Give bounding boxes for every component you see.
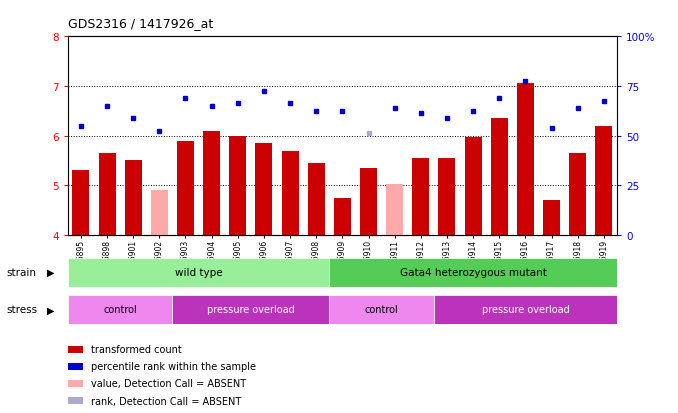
Text: rank, Detection Call = ABSENT: rank, Detection Call = ABSENT bbox=[91, 396, 241, 406]
Bar bbox=[360, 169, 377, 235]
Text: percentile rank within the sample: percentile rank within the sample bbox=[91, 361, 256, 371]
Bar bbox=[73, 171, 89, 235]
Text: GDS2316 / 1417926_at: GDS2316 / 1417926_at bbox=[68, 17, 213, 29]
Bar bbox=[281, 151, 298, 235]
Text: pressure overload: pressure overload bbox=[207, 305, 295, 315]
Text: control: control bbox=[103, 305, 137, 315]
Bar bbox=[68, 397, 83, 404]
Text: stress: stress bbox=[7, 305, 38, 315]
Bar bbox=[543, 201, 560, 235]
Text: Gata4 heterozygous mutant: Gata4 heterozygous mutant bbox=[400, 268, 546, 278]
Bar bbox=[386, 185, 403, 235]
Text: pressure overload: pressure overload bbox=[481, 305, 570, 315]
Bar bbox=[517, 84, 534, 235]
Bar bbox=[439, 159, 456, 235]
Bar bbox=[595, 126, 612, 235]
Bar bbox=[334, 198, 351, 235]
Bar bbox=[68, 363, 83, 370]
Bar bbox=[203, 131, 220, 235]
Bar bbox=[68, 346, 83, 353]
Text: strain: strain bbox=[7, 268, 37, 278]
Text: transformed count: transformed count bbox=[91, 344, 182, 354]
Bar bbox=[68, 295, 172, 324]
Bar bbox=[412, 159, 429, 235]
Bar bbox=[570, 154, 586, 235]
Bar bbox=[151, 191, 168, 235]
Bar bbox=[330, 258, 617, 287]
Text: value, Detection Call = ABSENT: value, Detection Call = ABSENT bbox=[91, 379, 246, 389]
Bar bbox=[434, 295, 617, 324]
Bar bbox=[125, 161, 142, 235]
Text: ▶: ▶ bbox=[47, 305, 55, 315]
Bar bbox=[177, 141, 194, 235]
Bar bbox=[98, 154, 115, 235]
Bar bbox=[256, 144, 273, 235]
Bar bbox=[308, 164, 325, 235]
Bar bbox=[68, 258, 330, 287]
Bar bbox=[229, 136, 246, 235]
Bar bbox=[68, 380, 83, 387]
Bar bbox=[464, 137, 481, 235]
Bar bbox=[330, 295, 434, 324]
Bar bbox=[491, 119, 508, 235]
Text: ▶: ▶ bbox=[47, 268, 55, 278]
Text: control: control bbox=[365, 305, 399, 315]
Text: wild type: wild type bbox=[175, 268, 222, 278]
Bar bbox=[172, 295, 330, 324]
